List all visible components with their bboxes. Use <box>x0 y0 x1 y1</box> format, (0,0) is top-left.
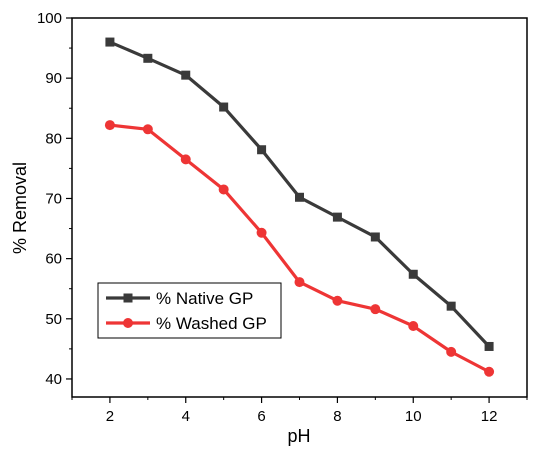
x-tick-label: 6 <box>257 408 265 425</box>
x-axis-title: pH <box>287 426 310 446</box>
plot-frame <box>71 17 528 398</box>
legend-label-native-gp: % Native GP <box>156 289 253 308</box>
data-point-native-gp <box>484 341 494 351</box>
data-point-native-gp <box>446 301 456 311</box>
data-point-washed-gp <box>446 346 457 357</box>
y-tick-label: 80 <box>45 130 62 147</box>
legend-label-washed-gp: % Washed GP <box>156 314 267 333</box>
data-point-washed-gp <box>180 154 191 165</box>
y-tick-label: 100 <box>37 10 62 27</box>
series-layer <box>104 37 495 377</box>
data-point-washed-gp <box>294 277 305 288</box>
data-point-washed-gp <box>332 295 343 306</box>
legend-marker-native-gp <box>123 293 133 303</box>
data-point-washed-gp <box>142 124 153 135</box>
data-point-native-gp <box>219 102 229 112</box>
y-axis-title: % Removal <box>10 162 30 254</box>
y-tick-label: 70 <box>45 190 62 207</box>
y-axis: 40 50 60 70 80 90 100 <box>37 10 72 388</box>
data-point-native-gp <box>181 70 191 80</box>
data-point-washed-gp <box>256 227 267 238</box>
x-tick-label: 12 <box>481 408 498 425</box>
data-point-native-gp <box>408 269 418 279</box>
y-tick-label: 60 <box>45 251 62 268</box>
y-tick-label: 40 <box>45 371 62 388</box>
data-point-native-gp <box>370 232 380 242</box>
data-point-washed-gp <box>104 120 115 131</box>
x-axis: 2 4 6 8 10 12 <box>71 397 528 425</box>
x-tick-label: 4 <box>182 408 190 425</box>
legend-marker-washed-gp <box>123 318 133 328</box>
legend: % Native GP % Washed GP <box>97 282 282 339</box>
data-point-native-gp <box>105 37 115 47</box>
legend-box <box>97 282 282 339</box>
data-point-washed-gp <box>408 321 419 332</box>
data-point-native-gp <box>257 145 267 155</box>
y-tick-label: 50 <box>45 311 62 328</box>
data-point-native-gp <box>143 53 153 63</box>
x-tick-label: 10 <box>405 408 422 425</box>
x-tick-label: 2 <box>106 408 114 425</box>
data-point-washed-gp <box>484 366 495 377</box>
data-point-washed-gp <box>370 304 381 315</box>
data-point-native-gp <box>295 192 304 202</box>
data-point-washed-gp <box>218 184 229 195</box>
y-tick-label: 90 <box>45 70 62 87</box>
data-point-native-gp <box>332 212 342 222</box>
x-tick-label: 8 <box>333 408 341 425</box>
